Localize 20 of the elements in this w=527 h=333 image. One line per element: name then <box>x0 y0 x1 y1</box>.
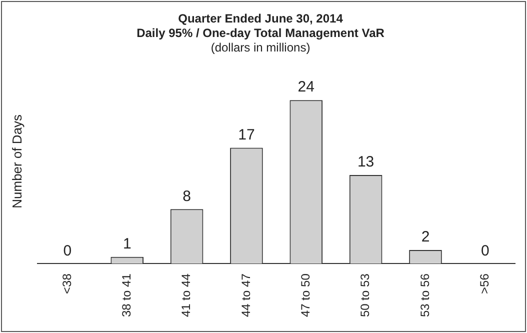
chart-title: Quarter Ended June 30, 2014 <box>178 12 344 26</box>
x-tick-label: <38 <box>60 273 74 294</box>
chart-subtitle: Daily 95% / One-day Total Management VaR <box>136 26 385 40</box>
x-tick-label: 53 to 56 <box>418 273 432 318</box>
x-tick-label: 41 to 44 <box>179 273 194 318</box>
data-label: 24 <box>298 78 314 96</box>
x-tick-label: 44 to 47 <box>238 273 253 318</box>
data-label: 0 <box>63 242 72 260</box>
data-label: 2 <box>421 228 430 246</box>
data-label: 8 <box>182 188 191 205</box>
data-label: 17 <box>238 126 255 144</box>
x-tick-label: 47 to 50 <box>298 273 312 318</box>
x-tick-label: 38 to 41 <box>119 273 134 318</box>
text: (dollars in millions) <box>210 40 310 54</box>
data-label: 1 <box>122 235 132 252</box>
x-tick-label: 50 to 53 <box>358 273 372 318</box>
x-tick-label: >56 <box>477 273 492 294</box>
data-label: 13 <box>357 154 374 171</box>
y-axis-title: Number of Days <box>9 114 24 208</box>
data-label: 0 <box>480 242 490 260</box>
